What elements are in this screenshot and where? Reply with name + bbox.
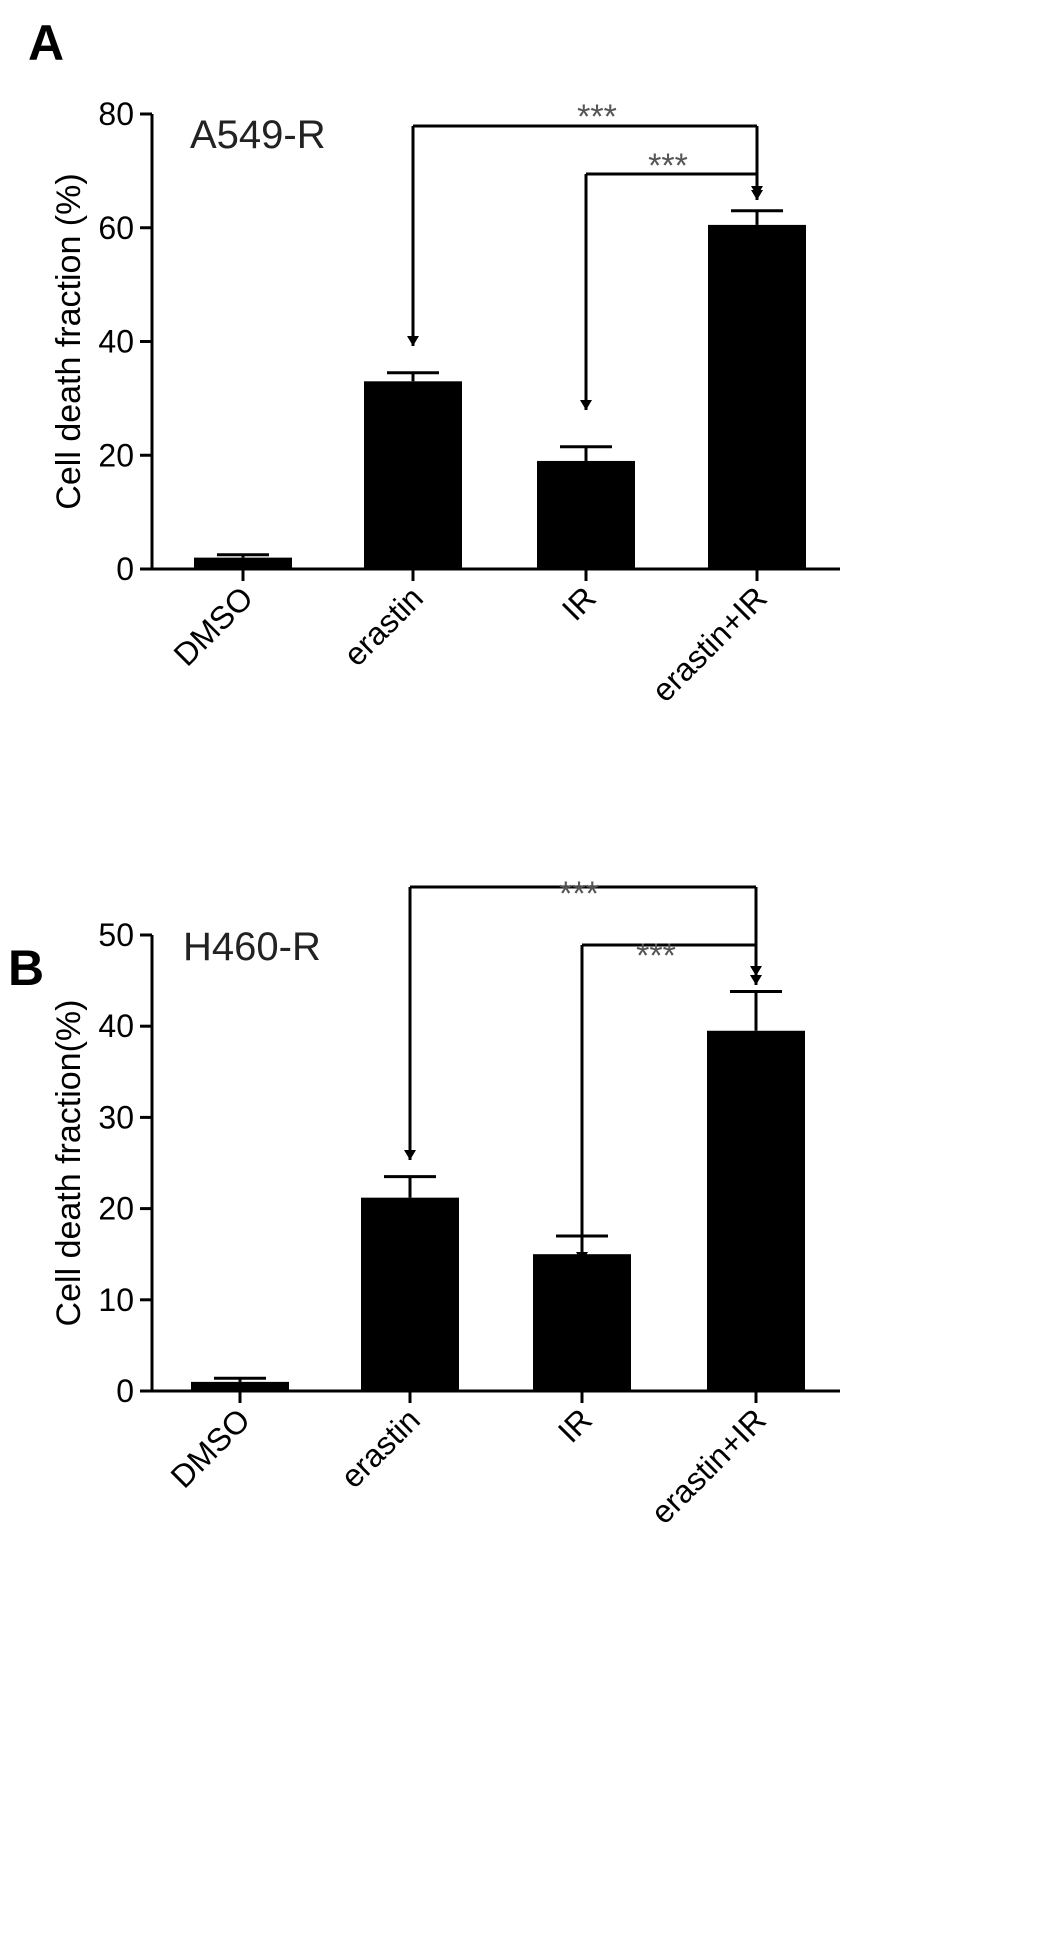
y-tick-label: 60 <box>98 210 134 246</box>
x-tick-label: DMSO <box>164 1401 257 1494</box>
chart-panel-a: 0 20 40 60 80 Cell death fraction (%) A549-R DM… <box>50 96 840 709</box>
y-tick-label: 40 <box>98 324 134 360</box>
y-tick-label: 0 <box>116 1373 134 1409</box>
y-tick-label: 20 <box>98 1191 134 1227</box>
x-tick-label: erastin+IR <box>644 1401 773 1530</box>
bar-erastin <box>364 381 462 569</box>
y-axis-label: Cell death fraction (%) <box>50 173 88 509</box>
x-tick-label: erastin <box>334 1401 427 1494</box>
y-tick-label: 80 <box>98 96 134 132</box>
y-tick-label: 40 <box>98 1008 134 1044</box>
x-tick-label: IR <box>555 579 603 627</box>
bracket-arrowhead <box>750 966 762 976</box>
chart-title: A549-R <box>190 113 326 157</box>
panel-b-letter: B <box>8 940 44 996</box>
bracket-arrowhead <box>751 186 763 196</box>
y-tick-label: 10 <box>98 1282 134 1318</box>
y-axis-label: Cell death fraction(%) <box>50 1000 88 1327</box>
bracket-arrowhead <box>580 400 592 410</box>
chart-title: H460-R <box>183 925 321 969</box>
significance-label: *** <box>648 147 688 185</box>
bar-erastin-plus-ir <box>707 1030 805 1391</box>
bar-ir <box>533 1254 631 1391</box>
bar-ir <box>537 460 635 569</box>
bar-dmso <box>194 557 292 569</box>
y-tick-label: 0 <box>116 551 134 587</box>
y-tick-label: 50 <box>98 917 134 953</box>
bracket-arrowhead <box>407 336 419 346</box>
bar-erastin-plus-ir <box>708 224 806 569</box>
bracket-arrowhead <box>404 1150 416 1160</box>
significance-label: *** <box>636 937 676 975</box>
significance-label: *** <box>577 98 617 136</box>
significance-label: *** <box>559 875 599 913</box>
chart-panel-b: 0 10 20 30 40 50 Cell death fraction(%) H460-R D… <box>50 875 840 1531</box>
bracket-arrowhead <box>576 1252 588 1262</box>
x-tick-label: IR <box>551 1401 599 1449</box>
x-tick-label: erastin+IR <box>645 579 774 708</box>
bracket-arrowhead <box>750 975 762 985</box>
y-tick-label: 30 <box>98 1099 134 1135</box>
x-tick-label: DMSO <box>167 579 260 672</box>
panel-a-letter: A <box>28 15 64 71</box>
y-tick-label: 20 <box>98 437 134 473</box>
x-tick-label: erastin <box>337 579 430 672</box>
bar-erastin <box>361 1197 459 1391</box>
bar-dmso <box>191 1381 289 1391</box>
